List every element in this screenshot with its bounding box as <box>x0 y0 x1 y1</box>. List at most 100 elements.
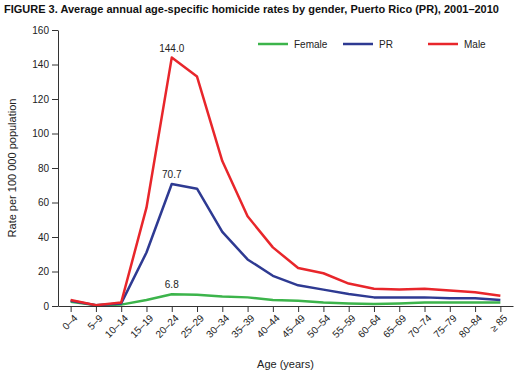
x-tick-mark <box>349 306 350 312</box>
x-tick-label: 75–79 <box>431 312 459 340</box>
x-tick-label: 70–74 <box>406 312 434 340</box>
y-axis: 0 20 40 60 80 100 120 140 160 <box>32 25 58 312</box>
x-tick-label: 50–54 <box>305 312 333 340</box>
y-tick-label: 140 <box>32 59 49 70</box>
x-tick-label: 45–49 <box>280 312 308 340</box>
x-tick-mark <box>172 306 173 312</box>
y-axis-line <box>58 31 59 307</box>
y-tick-label: 40 <box>38 232 50 243</box>
x-axis: 0–45–910–1415–1920–2425–2930–3435–3940–4… <box>59 306 514 340</box>
legend-swatch <box>428 43 458 46</box>
data-label: 6.8 <box>165 279 179 290</box>
x-tick-mark <box>374 306 375 312</box>
x-tick-mark <box>298 306 299 312</box>
x-tick-mark <box>450 306 451 312</box>
x-tick-mark <box>273 306 274 312</box>
x-tick: ≥ 85 <box>488 306 510 334</box>
x-tick: 80–84 <box>457 306 485 340</box>
legend-label: Male <box>464 39 486 50</box>
x-tick-label: 60–64 <box>356 312 384 340</box>
series-line <box>71 294 501 305</box>
x-tick-label: ≥ 85 <box>488 312 510 334</box>
y-tick-label: 100 <box>32 128 49 139</box>
y-tick-mark <box>52 134 58 135</box>
x-tick-label: 0–4 <box>60 312 80 332</box>
x-tick: 35–39 <box>229 306 257 340</box>
legend: Female PR Male <box>258 39 486 50</box>
x-tick: 50–54 <box>305 306 333 340</box>
x-tick-mark <box>500 306 501 312</box>
x-tick-mark <box>71 306 72 312</box>
x-tick-label: 20–24 <box>153 312 181 340</box>
x-tick-label: 35–39 <box>229 312 257 340</box>
x-axis-title: Age (years) <box>257 358 314 370</box>
x-tick: 60–64 <box>356 306 384 340</box>
legend-label: PR <box>379 39 393 50</box>
legend-swatch <box>258 43 288 46</box>
y-tick-mark <box>52 237 58 238</box>
y-tick: 60 <box>38 197 58 208</box>
x-tick-mark <box>96 306 97 312</box>
y-tick: 100 <box>32 128 58 139</box>
x-tick: 70–74 <box>406 306 434 340</box>
x-tick-label: 55–59 <box>330 312 358 340</box>
data-labels: 6.8 70.7 144.0 <box>159 43 184 291</box>
legend-item: Male <box>428 39 486 50</box>
x-tick: 65–69 <box>381 306 409 340</box>
y-tick-label: 20 <box>38 266 50 277</box>
data-label: 144.0 <box>159 43 184 54</box>
y-tick: 80 <box>38 163 58 174</box>
y-tick-mark <box>52 272 58 273</box>
x-tick: 10–14 <box>103 306 131 340</box>
y-tick-mark <box>52 99 58 100</box>
x-tick-label: 15–19 <box>128 312 156 340</box>
y-tick-mark <box>52 30 58 31</box>
x-tick: 5–9 <box>85 306 105 332</box>
x-tick-label: 65–69 <box>381 312 409 340</box>
y-tick-label: 80 <box>38 163 50 174</box>
x-tick-label: 5–9 <box>85 312 105 332</box>
x-tick-mark <box>248 306 249 312</box>
y-tick-label: 120 <box>32 94 49 105</box>
y-axis-title: Rate per 100 000 population <box>6 99 18 238</box>
x-axis-line <box>59 306 514 307</box>
data-label: 70.7 <box>162 169 182 180</box>
y-tick-mark <box>52 65 58 66</box>
x-tick-mark <box>146 306 147 312</box>
x-tick: 30–34 <box>204 306 232 340</box>
x-tick-label: 30–34 <box>204 312 232 340</box>
y-tick-mark <box>52 203 58 204</box>
x-tick-mark <box>475 306 476 312</box>
y-tick: 20 <box>38 266 58 277</box>
legend-item: Female <box>258 39 328 50</box>
x-tick: 20–24 <box>153 306 181 340</box>
plot: 0 20 40 60 80 100 120 140 160 0–45–910–1415–1920–… <box>32 25 513 340</box>
x-tick: 0–4 <box>60 306 80 332</box>
x-tick-mark <box>425 306 426 312</box>
x-tick: 15–19 <box>128 306 156 340</box>
x-tick-label: 40–44 <box>254 312 282 340</box>
series-line <box>71 184 501 305</box>
x-tick: 55–59 <box>330 306 358 340</box>
x-tick-mark <box>323 306 324 312</box>
y-tick: 140 <box>32 59 58 70</box>
y-tick-mark <box>52 168 58 169</box>
series-group <box>71 58 501 306</box>
series-line <box>71 58 501 306</box>
legend-label: Female <box>294 39 328 50</box>
y-tick: 0 <box>43 301 58 312</box>
x-tick-label: 10–14 <box>103 312 131 340</box>
x-tick-mark <box>197 306 198 312</box>
x-tick-mark <box>399 306 400 312</box>
title: FIGURE 3. Average annual age-specific ho… <box>4 3 499 15</box>
y-tick-label: 60 <box>38 197 50 208</box>
x-tick: 75–79 <box>431 306 459 340</box>
y-tick: 160 <box>32 25 58 36</box>
legend-item: PR <box>343 39 393 50</box>
x-tick-mark <box>121 306 122 312</box>
legend-swatch <box>343 43 373 46</box>
y-tick: 120 <box>32 94 58 105</box>
x-tick-label: 80–84 <box>457 312 485 340</box>
y-tick-mark <box>52 306 58 307</box>
y-tick: 40 <box>38 232 58 243</box>
